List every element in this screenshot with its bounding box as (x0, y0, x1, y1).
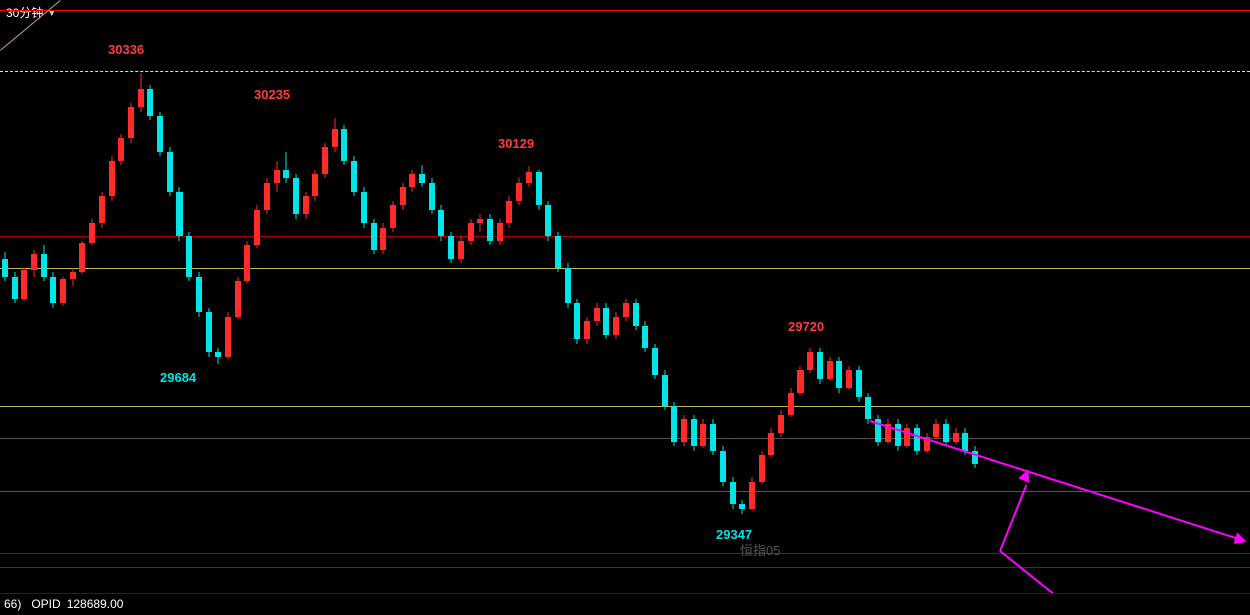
opid-value: 128689.00 (67, 597, 124, 611)
horizontal-line (0, 10, 1250, 11)
opid-label: OPID (31, 597, 60, 611)
arrow-head-icon (1233, 532, 1248, 547)
horizontal-line (0, 553, 1250, 554)
chart-root[interactable]: 30分钟 ▼ 30336 30235 30129 29720 29684 29347 恒指… (0, 0, 1250, 615)
horizontal-line (0, 491, 1250, 492)
horizontal-line (0, 438, 1250, 439)
bottom-left-text: 66) (4, 597, 21, 611)
horizontal-line (0, 406, 1250, 407)
timeframe-selector[interactable]: 30分钟 ▼ (6, 4, 56, 21)
indicator-bar: 66) OPID 128689.00 (0, 593, 1250, 614)
price-label: 30235 (254, 87, 290, 102)
price-label: 29684 (160, 370, 196, 385)
horizontal-line (0, 567, 1250, 568)
projection-arrow (999, 485, 1027, 551)
horizontal-line (0, 71, 1250, 72)
price-label: 29720 (788, 319, 824, 334)
price-label: 30129 (498, 136, 534, 151)
arrow-head-icon (1018, 467, 1034, 483)
price-label: 30336 (108, 42, 144, 57)
price-label: 29347 (716, 527, 752, 542)
watermark-text: 恒指05 (740, 540, 780, 559)
